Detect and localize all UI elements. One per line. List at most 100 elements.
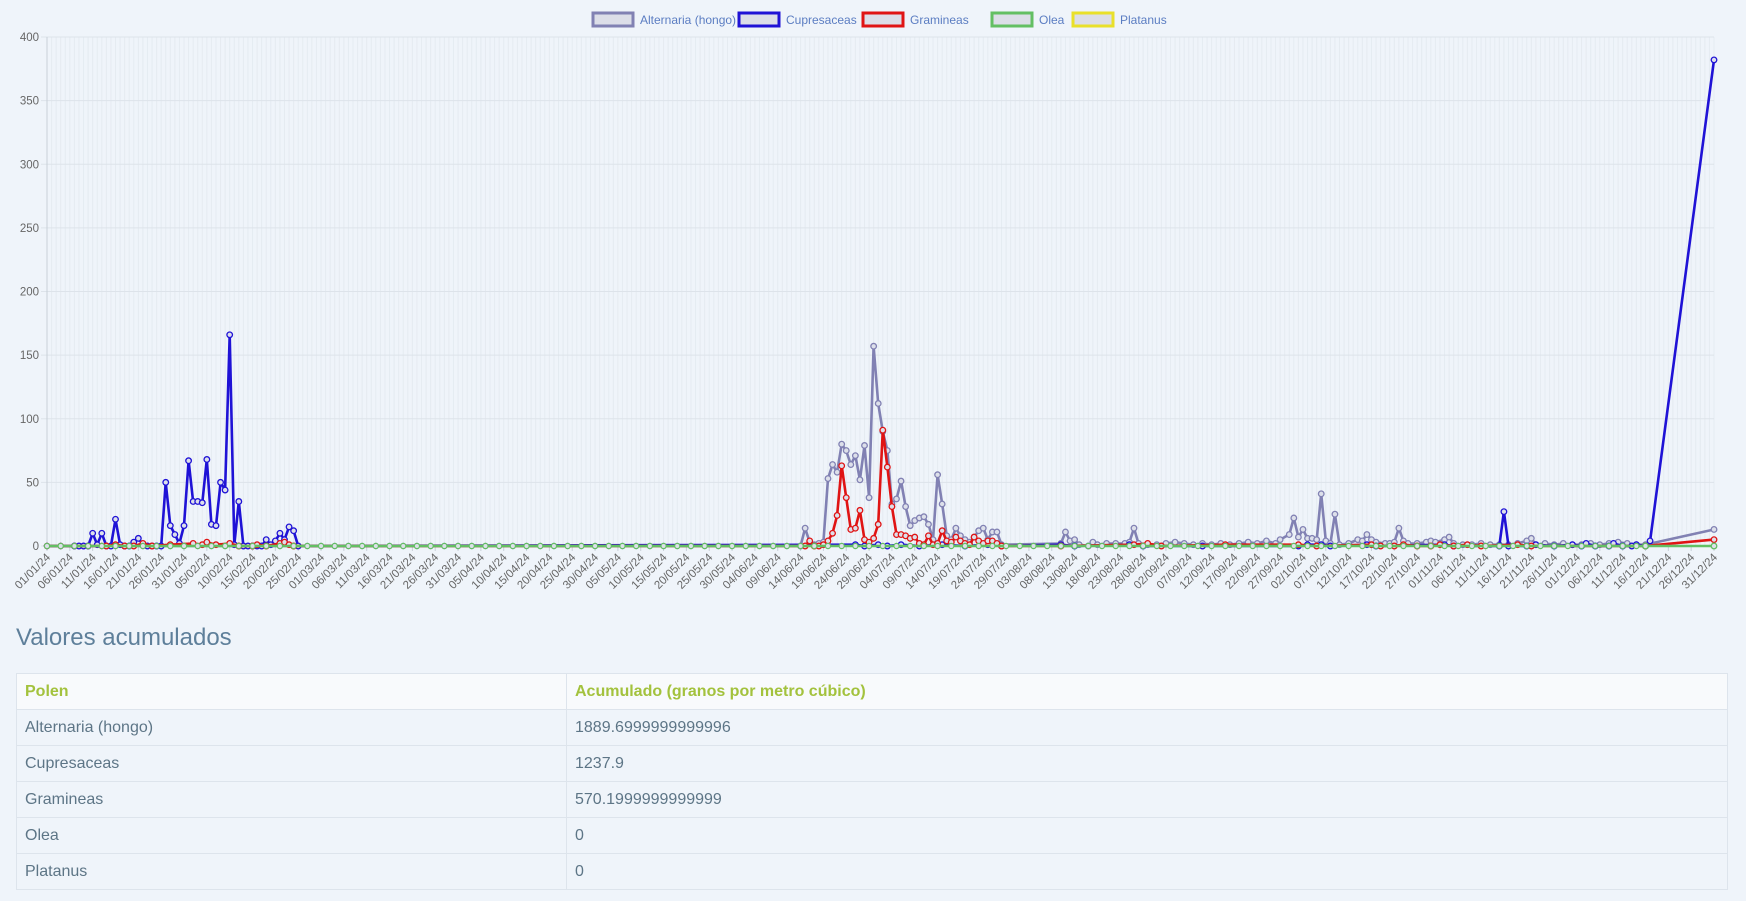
- data-point: [1455, 542, 1462, 550]
- data-point: [893, 542, 900, 550]
- data-point: [290, 527, 298, 535]
- data-point: [203, 538, 211, 546]
- y-tick-label: 400: [20, 32, 39, 44]
- data-point: [842, 447, 850, 455]
- data-point: [1331, 510, 1339, 518]
- data-point: [824, 542, 832, 550]
- data-point: [217, 478, 225, 486]
- legend-label: Alternaria (hongo): [640, 13, 736, 27]
- data-point: [847, 461, 855, 469]
- legend-swatch: [1071, 11, 1115, 28]
- data-point: [372, 542, 380, 550]
- y-tick-label: 0: [33, 541, 39, 553]
- legend-label: Gramineas: [910, 13, 969, 27]
- data-point: [1642, 542, 1649, 550]
- data-point: [1062, 528, 1069, 536]
- column-header-accumulated: Acumulado (granos por metro cúbico): [566, 673, 1728, 710]
- data-point: [865, 542, 873, 550]
- data-point: [701, 542, 708, 550]
- y-tick-label: 200: [20, 287, 39, 299]
- data-point: [829, 461, 836, 469]
- data-point: [1294, 533, 1302, 541]
- data-point: [934, 542, 941, 550]
- data-point: [1290, 514, 1298, 522]
- data-point: [897, 477, 905, 485]
- data-point: [1249, 542, 1256, 550]
- data-point: [276, 542, 284, 550]
- data-point: [185, 457, 193, 465]
- data-point: [468, 542, 475, 550]
- data-point: [893, 495, 900, 503]
- accumulated-value-cell: 0: [566, 817, 1728, 854]
- data-point: [1167, 542, 1174, 550]
- data-point: [166, 522, 174, 530]
- data-point: [180, 542, 188, 550]
- data-point: [934, 471, 942, 479]
- data-point: [646, 542, 654, 550]
- pollen-name-cell: Gramineas: [16, 781, 567, 818]
- data-point: [1181, 542, 1188, 550]
- data-point: [194, 542, 201, 550]
- data-point: [993, 528, 1001, 536]
- data-point: [509, 542, 517, 550]
- data-point: [441, 542, 448, 550]
- data-point: [1537, 542, 1544, 550]
- pollen-name-cell: Cupresaceas: [16, 745, 567, 782]
- table-row: Gramineas 570.1999999999999: [16, 781, 1728, 818]
- data-point: [842, 494, 850, 502]
- data-point: [1002, 542, 1010, 550]
- data-point: [838, 440, 846, 448]
- data-point: [870, 534, 878, 542]
- data-point: [728, 542, 736, 550]
- data-point: [961, 542, 969, 550]
- data-point: [57, 542, 64, 550]
- data-point: [1313, 536, 1321, 544]
- data-point: [783, 542, 791, 550]
- data-point: [1633, 542, 1640, 550]
- pollen-name-cell: Olea: [16, 817, 567, 854]
- data-point: [1130, 524, 1138, 532]
- data-point: [1276, 536, 1284, 544]
- data-point: [1646, 537, 1654, 545]
- data-point: [952, 533, 960, 541]
- data-point: [134, 534, 142, 542]
- accumulated-value-cell: 570.1999999999999: [566, 781, 1728, 818]
- data-point: [550, 542, 558, 550]
- data-point: [1500, 508, 1508, 516]
- data-point: [979, 524, 987, 532]
- table-row: Platanus 0: [16, 853, 1728, 890]
- data-point: [925, 532, 932, 540]
- data-point: [454, 542, 462, 550]
- data-point: [126, 542, 133, 550]
- series-3: [43, 542, 1718, 550]
- data-point: [632, 542, 640, 550]
- data-point: [262, 536, 270, 544]
- section-title: Valores acumulados: [16, 624, 232, 651]
- series-0: [43, 342, 1718, 550]
- data-point: [139, 542, 147, 550]
- data-point: [276, 529, 284, 537]
- grid-lines: [41, 36, 1715, 547]
- data-point: [1400, 542, 1407, 550]
- data-point: [1139, 542, 1147, 550]
- data-point: [1071, 542, 1078, 550]
- data-point: [801, 524, 809, 532]
- data-point: [537, 542, 544, 550]
- legend-label: Cupresaceas: [786, 13, 857, 27]
- data-point: [1372, 542, 1380, 550]
- data-point: [226, 331, 234, 339]
- y-tick-label: 300: [20, 159, 39, 171]
- legend-swatch: [591, 11, 635, 28]
- data-point: [523, 542, 530, 550]
- data-point: [756, 542, 763, 550]
- data-point: [263, 542, 270, 550]
- data-point: [824, 475, 832, 483]
- data-point: [1509, 542, 1517, 550]
- data-point: [833, 468, 841, 476]
- data-point: [43, 542, 51, 550]
- data-point: [290, 542, 297, 550]
- legend-swatch: [737, 11, 781, 28]
- accumulated-table: Polen Acumulado (granos por metro cúbico…: [16, 673, 1728, 890]
- data-point: [874, 400, 882, 407]
- data-point: [1317, 490, 1325, 498]
